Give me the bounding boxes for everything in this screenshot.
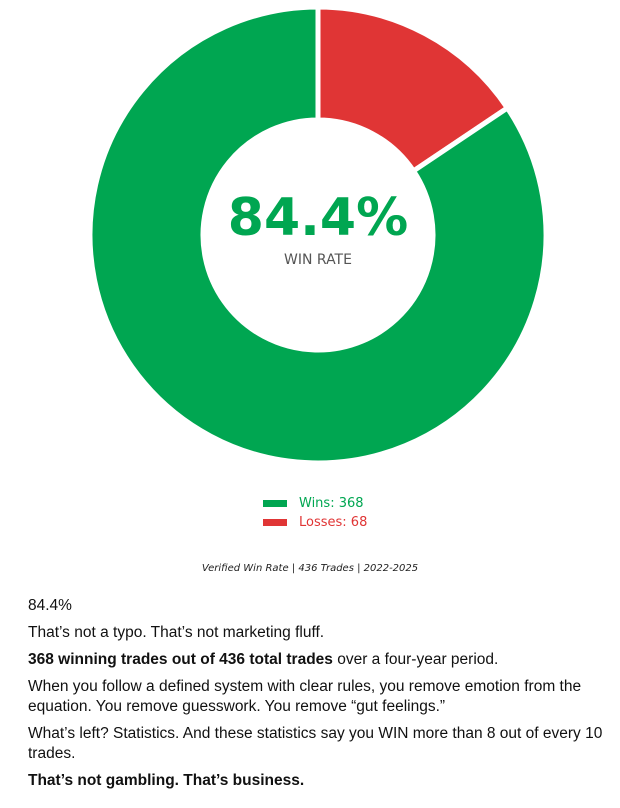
legend-label-wins: Wins: 368: [299, 496, 364, 511]
legend-swatch-losses: [263, 519, 287, 526]
legend-swatch-wins: [263, 500, 287, 507]
center-label: WIN RATE: [284, 252, 352, 268]
slice-wins: [87, 4, 549, 466]
article-body: 84.4% That’s not a typo. That’s not mark…: [28, 596, 608, 798]
donut-slices: [87, 4, 549, 466]
donut-chart: 84.4% WIN RATE: [87, 4, 549, 466]
center-value: 84.4%: [228, 188, 408, 248]
trades-rest: over a four-year period.: [332, 651, 499, 668]
slice-losses: [315, 4, 511, 175]
chart-caption: Verified Win Rate | 436 Trades | 2022-20…: [201, 563, 419, 574]
legend-item-losses: Losses: 68: [263, 513, 367, 532]
legend-label-losses: Losses: 68: [299, 515, 368, 530]
paragraph-system: When you follow a defined system with cl…: [28, 678, 582, 715]
paragraph-stat: 84.4%: [28, 597, 72, 614]
paragraph-conclusion: That’s not gambling. That’s business.: [28, 772, 305, 789]
win-rate-chart: 84.4% WIN RATE Wins: 368 Losses: 68 Veri…: [87, 4, 549, 574]
legend-item-wins: Wins: 368: [263, 494, 367, 513]
trades-highlight: 368 winning trades out of 436 total trad…: [28, 651, 333, 668]
paragraph-statistics: What’s left? Statistics. And these stati…: [28, 725, 603, 762]
chart-legend: Wins: 368 Losses: 68: [263, 494, 367, 532]
paragraph-not-typo: That’s not a typo. That’s not marketing …: [28, 624, 325, 641]
paragraph-trades: 368 winning trades out of 436 total trad…: [28, 650, 608, 670]
